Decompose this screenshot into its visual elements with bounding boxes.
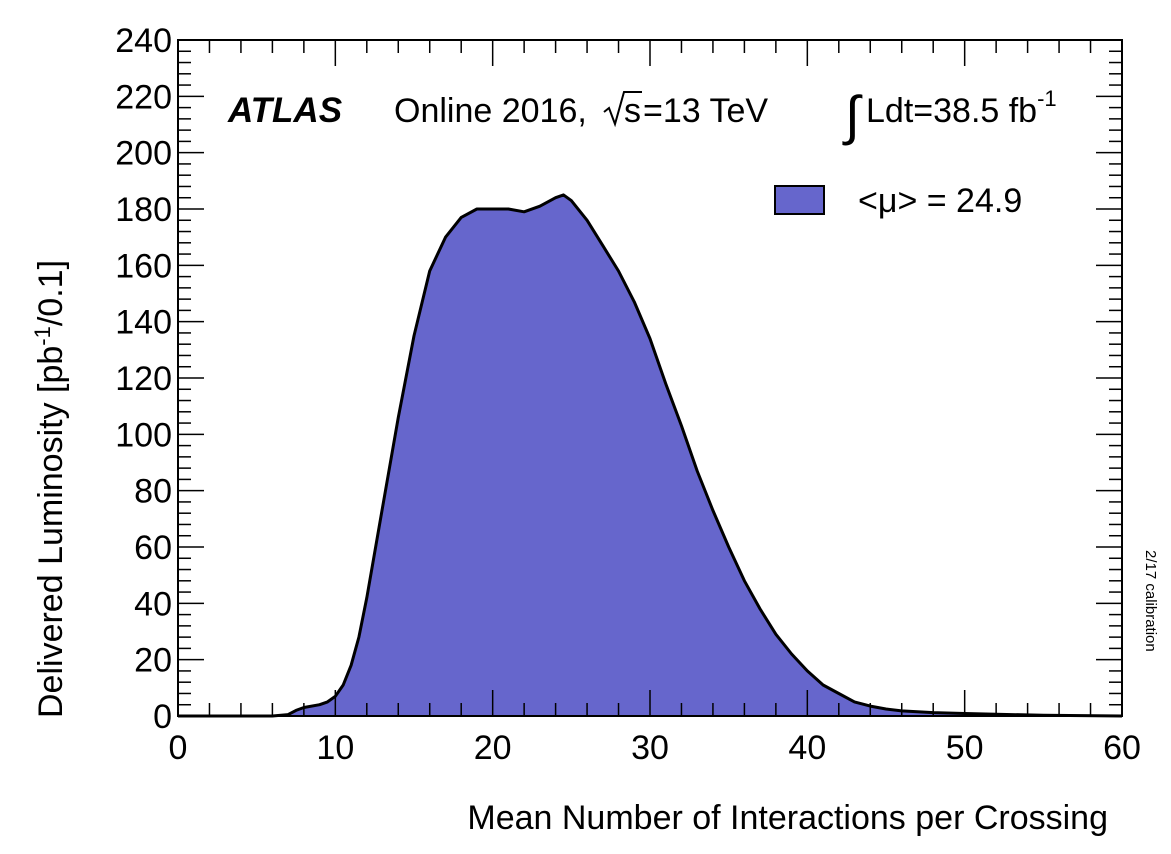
legend-label: <μ> = 24.9: [858, 182, 1022, 220]
y-tick-label: 220: [115, 78, 172, 116]
mu-distribution-area: [178, 194, 1122, 716]
x-tick-label: 60: [1103, 729, 1141, 767]
y-tick-label: 180: [115, 191, 172, 229]
y-tick-label: 240: [115, 22, 172, 60]
atlas-label: ATLAS: [227, 91, 342, 130]
mu-distribution-outline: [178, 193, 1123, 718]
x-tick-label: 30: [631, 729, 669, 767]
y-tick-label: 140: [115, 304, 172, 342]
axis-ticks: [177, 39, 1123, 717]
x-tick-label: 0: [169, 729, 188, 767]
y-tick-label: 40: [134, 585, 172, 623]
energy-value-text: =13 TeV: [643, 92, 768, 130]
integral-sign: ∫: [842, 86, 863, 146]
x-axis-title: Mean Number of Interactions per Crossing: [467, 799, 1108, 837]
x-tick-label: 10: [316, 729, 354, 767]
y-axis-title: Delivered Luminosity [pb-1/0.1]: [30, 260, 71, 718]
lumi-text: Ldt=38.5 fb-1: [866, 86, 1057, 130]
energy-s-symbol: s: [624, 92, 641, 130]
y-tick-label: 80: [134, 473, 172, 511]
y-tick-label: 200: [115, 135, 172, 173]
sqrt-sign: [603, 91, 642, 128]
run-info-text: Online 2016,: [394, 92, 587, 130]
y-tick-label: 120: [115, 360, 172, 398]
legend-swatch: [774, 185, 825, 215]
y-tick-label: 160: [115, 247, 172, 285]
y-tick-label: 20: [134, 642, 172, 680]
axis-tick-labels: 0 10 20 30 40 50 60 0 20 40 60 80 100 120 140 160 180 200…: [115, 22, 1141, 767]
x-tick-label: 40: [788, 729, 826, 767]
x-tick-label: 50: [946, 729, 984, 767]
x-tick-label: 20: [474, 729, 512, 767]
y-tick-label: 60: [134, 529, 172, 567]
y-tick-label: 0: [153, 698, 172, 736]
calibration-note: 2/17 calibration: [1142, 550, 1159, 652]
y-tick-label: 100: [115, 416, 172, 454]
